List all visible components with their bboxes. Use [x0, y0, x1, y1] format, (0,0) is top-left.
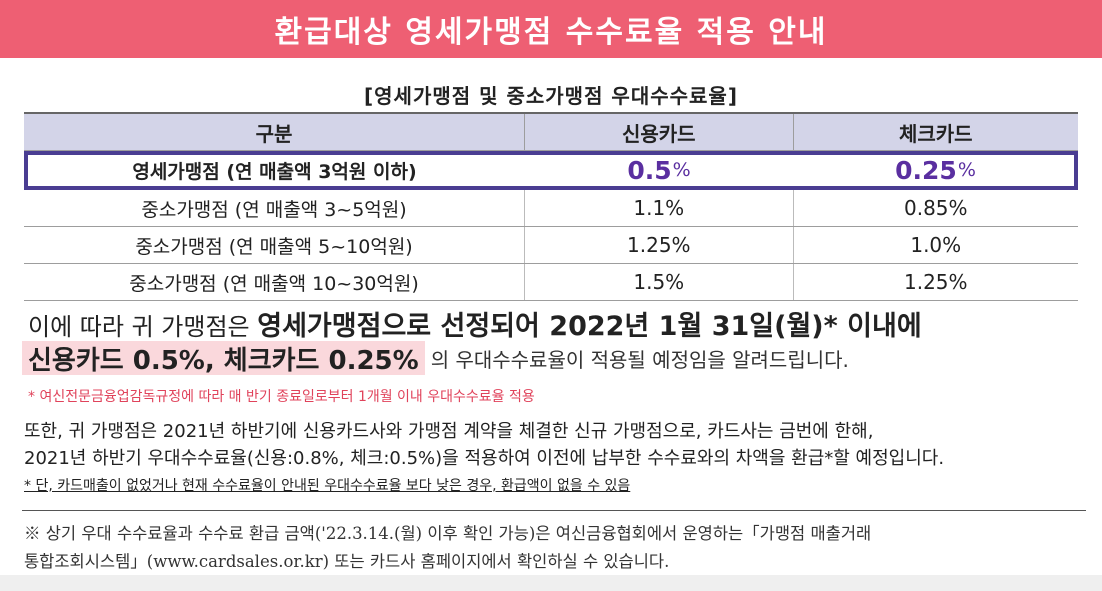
row-label: 중소가맹점 (연 매출액 5~10억원) — [135, 235, 413, 258]
table-title: [영세가맹점 및 중소가맹점 우대수수료율] — [364, 84, 738, 108]
table-row-highlighted: 영세가맹점 (연 매출액 3억원 이하) 0.5% 0.25% — [24, 151, 1078, 190]
bottom-note-line: ※ 상기 우대 수수료율과 수수료 환급 금액('22.3.14.(월) 이후 … — [24, 524, 872, 543]
underlined-footnote: * 단, 카드매출이 없었거나 현재 수수료율이 안내된 우대수수료율 보다 낮… — [24, 478, 631, 494]
fee-rate-table: 구분 신용카드 체크카드 영세가맹점 (연 매출액 3억원 이하) 0.5% 0… — [24, 112, 1078, 301]
check-rate-cell: 0.25% — [793, 151, 1078, 189]
notice-bold: 영세가맹점으로 선정되어 2022년 1월 31일(월)* 이내에 — [257, 311, 922, 342]
refund-paragraph: 또한, 귀 가맹점은 2021년 하반기에 신용카드사와 가맹점 계약을 체결한… — [24, 418, 1094, 472]
row-label: 중소가맹점 (연 매출액 3~5억원) — [141, 198, 407, 221]
row-label: 중소가맹점 (연 매출액 10~30억원) — [129, 272, 419, 295]
paragraph-line: 또한, 귀 가맹점은 2021년 하반기에 신용카드사와 가맹점 계약을 체결한… — [24, 421, 874, 442]
notice-rest: 의 우대수수료율이 적용될 예정임을 알려드립니다. — [430, 347, 849, 372]
table-row: 중소가맹점 (연 매출액 10~30억원) 1.5% 1.25% — [24, 264, 1078, 301]
credit-rate-unit: % — [672, 159, 691, 181]
credit-rate-cell: 1.25% — [524, 227, 792, 263]
check-rate-cell: 1.25% — [792, 264, 1078, 300]
check-rate-value: 0.25 — [895, 155, 957, 185]
credit-rate-cell: 0.5% — [525, 151, 793, 189]
row-label: 영세가맹점 (연 매출액 3억원 이하) — [132, 160, 417, 183]
notice-line-2: 신용카드 0.5%, 체크카드 0.25% 의 우대수수료율이 적용될 예정임을… — [22, 341, 849, 376]
bottom-shade — [0, 575, 1102, 591]
credit-rate-cell: 1.1% — [524, 190, 792, 226]
banner-title: 환급대상 영세가맹점 수수료율 적용 안내 — [274, 15, 828, 50]
bottom-note-line: 통합조회시스템」(www.cardsales.or.kr) 또는 카드사 홈페이… — [24, 552, 670, 571]
table-row: 중소가맹점 (연 매출액 3~5억원) 1.1% 0.85% — [24, 190, 1078, 227]
notice-prefix: 이에 따라 귀 가맹점은 — [28, 313, 258, 341]
table-header-row: 구분 신용카드 체크카드 — [24, 112, 1078, 151]
notice-highlight: 신용카드 0.5%, 체크카드 0.25% — [22, 341, 425, 376]
header-check-card: 체크카드 — [792, 114, 1078, 150]
title-banner: 환급대상 영세가맹점 수수료율 적용 안내 — [0, 0, 1102, 58]
check-rate-unit: % — [957, 159, 976, 181]
check-rate-cell: 1.0% — [792, 227, 1078, 263]
header-credit-card: 신용카드 — [524, 114, 792, 150]
notice-line-1: 이에 따라 귀 가맹점은 영세가맹점으로 선정되어 2022년 1월 31일(월… — [28, 304, 1088, 343]
paragraph-line: 2021년 하반기 우대수수료율(신용:0.8%, 체크:0.5%)을 적용하여… — [24, 448, 945, 469]
credit-rate-value: 0.5 — [627, 155, 672, 185]
red-footnote: * 여신전문금융업감독규정에 따라 매 반기 종료일로부터 1개월 이내 우대수… — [28, 389, 535, 405]
check-rate-cell: 0.85% — [792, 190, 1078, 226]
credit-rate-cell: 1.5% — [524, 264, 792, 300]
bottom-note: ※ 상기 우대 수수료율과 수수료 환급 금액('22.3.14.(월) 이후 … — [24, 520, 1094, 576]
divider — [22, 510, 1086, 511]
table-row: 중소가맹점 (연 매출액 5~10억원) 1.25% 1.0% — [24, 227, 1078, 264]
header-category: 구분 — [255, 121, 293, 146]
